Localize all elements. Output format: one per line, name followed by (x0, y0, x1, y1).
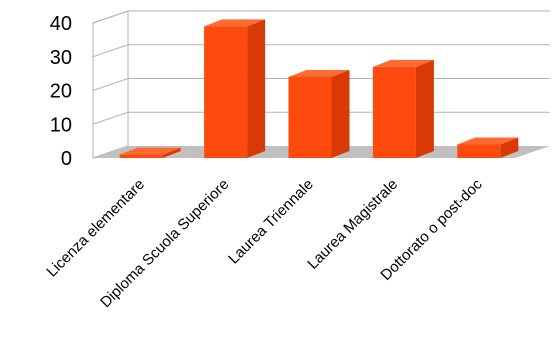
bars (119, 19, 519, 158)
bar-front (119, 154, 163, 158)
x-category-label: Laurea Triennale (225, 176, 317, 268)
bar-front (457, 144, 501, 158)
bar-top (288, 70, 350, 77)
bar-0 (119, 147, 181, 158)
bar-top (372, 59, 434, 67)
y-tick-label: 10 (50, 114, 72, 136)
bar-side (331, 70, 350, 158)
gridline-left-30 (92, 44, 129, 58)
bar-3 (372, 59, 434, 158)
bar-top (457, 137, 519, 145)
bar-front (204, 26, 248, 158)
y-tick-label: 30 (50, 47, 72, 69)
gridline-left-20 (92, 78, 129, 91)
gridline-left-10 (92, 111, 129, 125)
bar-side (162, 147, 181, 158)
y-tick-label: 40 (50, 13, 72, 35)
bar-front (288, 77, 332, 158)
bar-side (247, 19, 266, 158)
gridline-left-40 (92, 10, 129, 24)
bar-top (204, 19, 266, 27)
y-tick-label: 0 (61, 148, 72, 170)
bar-side (415, 59, 434, 158)
bar-front (372, 66, 416, 158)
bar-side (500, 137, 519, 158)
bar-1 (204, 19, 266, 158)
y-tick-label: 20 (50, 81, 72, 103)
y-axis-tick-labels: 0 10 20 30 40 (50, 13, 72, 170)
bar-top (119, 147, 181, 155)
x-category-label: Laurea Magistrale (304, 176, 401, 273)
bar-4 (457, 137, 519, 158)
bar-2 (288, 70, 350, 158)
